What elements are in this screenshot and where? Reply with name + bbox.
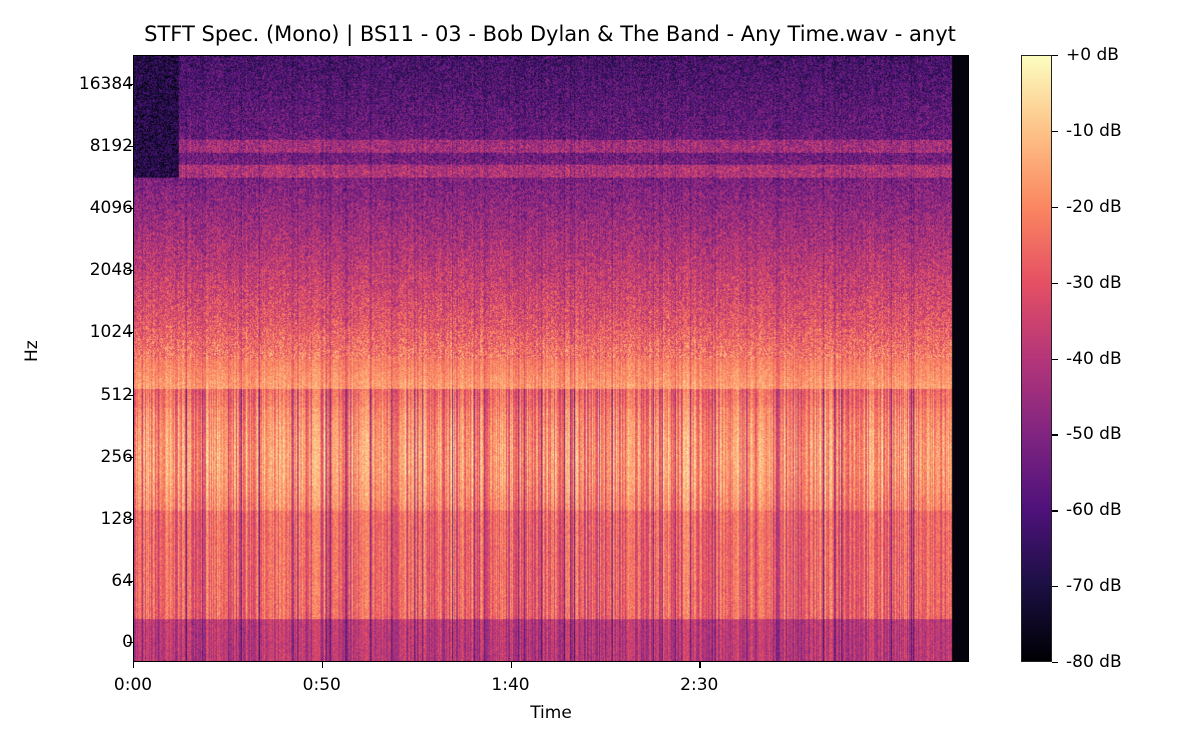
y-tick-label: 64 xyxy=(111,571,133,591)
colorbar xyxy=(1021,55,1052,662)
colorbar-tick-mark xyxy=(1052,434,1058,436)
y-tick-label: 8192 xyxy=(89,136,133,156)
colorbar-tick-label: -70 dB xyxy=(1066,576,1122,597)
colorbar-tick-mark xyxy=(1052,206,1058,209)
y-tick-mark xyxy=(127,457,133,459)
colorbar-tick-label: -30 dB xyxy=(1066,272,1122,293)
colorbar-tick-mark xyxy=(1052,662,1058,664)
x-tick-mark xyxy=(133,662,135,668)
y-tick-mark xyxy=(127,642,133,644)
x-tick-mark xyxy=(699,662,701,668)
x-tick-mark xyxy=(510,662,512,668)
y-tick-label: 128 xyxy=(100,509,133,529)
colorbar-tick-label: +0 dB xyxy=(1066,45,1119,65)
colorbar-tick-label: -80 dB xyxy=(1066,652,1122,672)
y-tick-label: 16384 xyxy=(78,74,133,94)
y-tick-label: 256 xyxy=(100,447,133,467)
x-tick-label: 0:00 xyxy=(113,675,153,695)
x-tick-label: 2:30 xyxy=(680,675,719,695)
colorbar-tick-label: -60 dB xyxy=(1066,500,1122,521)
y-tick-label: 2048 xyxy=(89,260,133,280)
spectrogram-heatmap xyxy=(134,56,968,661)
spectrogram-plot-area xyxy=(133,55,969,662)
y-tick-mark xyxy=(127,270,133,272)
y-tick-label: 0 xyxy=(122,632,133,652)
colorbar-tick-mark xyxy=(1052,510,1058,512)
x-tick-label: 0:50 xyxy=(302,675,341,695)
y-tick-mark xyxy=(127,84,133,86)
colorbar-tick-label: -40 dB xyxy=(1066,348,1122,369)
y-tick-label: 512 xyxy=(100,385,133,405)
y-tick-mark xyxy=(127,581,133,583)
y-tick-mark xyxy=(127,519,133,521)
y-tick-label: 1024 xyxy=(89,322,133,342)
colorbar-tick-mark xyxy=(1052,130,1058,133)
colorbar-tick-label: -50 dB xyxy=(1066,424,1122,445)
y-axis-label: Hz xyxy=(22,340,42,362)
x-tick-mark xyxy=(321,662,324,668)
colorbar-tick-mark xyxy=(1052,586,1058,588)
y-tick-mark xyxy=(127,208,133,210)
chart-title: STFT Spec. (Mono) | BS11 - 03 - Bob Dyla… xyxy=(144,22,956,46)
y-tick-mark xyxy=(127,395,133,397)
colorbar-tick-mark xyxy=(1052,55,1058,57)
x-axis-label: Time xyxy=(530,703,572,723)
colorbar-tick-label: -20 dB xyxy=(1066,196,1122,217)
colorbar-tick-mark xyxy=(1052,282,1058,284)
y-tick-mark xyxy=(127,146,133,148)
y-tick-mark xyxy=(127,332,133,334)
colorbar-tick-mark xyxy=(1052,358,1058,360)
colorbar-tick-label: -10 dB xyxy=(1066,120,1122,141)
x-tick-label: 1:40 xyxy=(491,675,530,695)
y-tick-label: 4096 xyxy=(89,198,133,218)
